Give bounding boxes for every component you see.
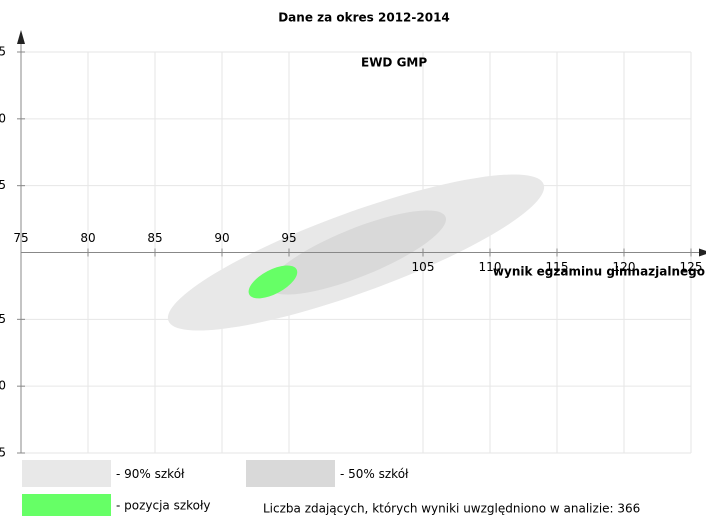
x-tick-label: 125 [680,260,703,274]
legend-swatch [246,460,335,487]
y-tick-label: 5 [0,178,6,192]
y-axis-label: EWD GMP [361,56,427,70]
legend-swatch [22,494,111,516]
x-tick-label: 80 [80,231,95,245]
y-tick-label: -10 [0,379,6,393]
x-tick-label: 95 [281,231,296,245]
footnote: Liczba zdających, których wyniki uwzględ… [263,502,640,516]
x-tick-label: 75 [13,231,28,245]
x-tick-label: 90 [214,231,229,245]
x-tick-label: 120 [613,260,636,274]
x-arrow [699,248,706,257]
ellipse [248,265,298,299]
legend-label: - 90% szkół [116,467,185,481]
legend-label: - pozycja szkoły [116,499,211,513]
y-tick-label: -5 [0,312,6,326]
y-tick-label: -15 [0,446,6,460]
y-tick-label: 15 [0,45,6,59]
x-tick-label: 115 [546,260,569,274]
y-tick-label: 10 [0,111,6,125]
x-tick-label: 85 [147,231,162,245]
chart-title: Dane za okres 2012-2014 [278,11,450,25]
x-tick-label: 105 [412,260,435,274]
legend-label: - 50% szkół [340,467,409,481]
legend-swatch [22,460,111,487]
y-arrow [17,30,25,44]
x-tick-label: 110 [479,260,502,274]
x-axis-label: wynik egzaminu gimnazjalnego [493,265,705,279]
plot: 75 80 85 90 95 105 110 115 120 125 -15 -10 -5 5 10 15 - … [0,30,706,516]
